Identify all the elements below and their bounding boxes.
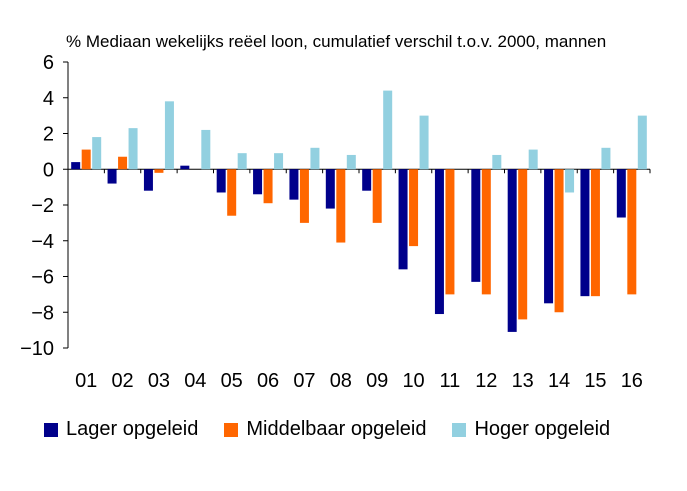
bar-middelbaar-11 [445, 169, 455, 295]
bar-middelbaar-10 [409, 169, 419, 247]
x-tick-label: 13 [512, 370, 534, 392]
y-tick-label: 2 [43, 124, 54, 146]
bar-middelbaar-15 [590, 169, 600, 297]
bar-middelbaar-12 [481, 169, 491, 295]
bar-lager-12 [471, 169, 481, 282]
bar-middelbaar-06 [263, 169, 273, 204]
y-tick-label: −6 [31, 267, 54, 289]
y-tick-label: 6 [43, 52, 54, 74]
legend: Lager opgeleid Middelbaar opgeleid Hoger… [44, 418, 636, 441]
bar-hoger-04 [201, 129, 211, 170]
bar-lager-15 [580, 169, 590, 297]
bar-lager-06 [253, 169, 263, 195]
y-tick-label: −2 [31, 195, 54, 217]
x-tick-label: 14 [548, 370, 570, 392]
y-tick-label: −4 [31, 231, 54, 253]
bar-lager-13 [507, 169, 517, 332]
legend-item-middelbaar: Middelbaar opgeleid [224, 418, 426, 441]
bar-lager-05 [216, 169, 226, 193]
bar-lager-10 [398, 169, 408, 270]
bar-middelbaar-05 [227, 169, 237, 216]
bar-hoger-12 [492, 154, 502, 170]
legend-label-middelbaar: Middelbaar opgeleid [246, 418, 427, 440]
bar-hoger-06 [274, 153, 284, 170]
x-tick-label: 04 [184, 370, 206, 392]
x-tick-label: 15 [584, 370, 606, 392]
bar-hoger-15 [601, 147, 611, 170]
bar-hoger-10 [419, 115, 429, 170]
bar-hoger-01 [92, 137, 102, 170]
bar-lager-03 [143, 169, 153, 191]
bar-hoger-08 [346, 154, 356, 170]
bar-middelbaar-16 [627, 169, 637, 295]
bar-middelbaar-01 [81, 149, 91, 170]
x-tick-label: 12 [475, 370, 497, 392]
bar-middelbaar-09 [372, 169, 382, 223]
bar-lager-01 [71, 162, 81, 170]
bar-lager-02 [107, 169, 117, 184]
legend-item-hoger: Hoger opgeleid [452, 418, 610, 441]
y-tick-label: 4 [43, 88, 54, 110]
bar-hoger-03 [164, 101, 174, 170]
x-tick-label: 16 [621, 370, 643, 392]
x-tick-label: 01 [75, 370, 97, 392]
chart-title: % Mediaan wekelijks reëel loon, cumulati… [66, 32, 607, 51]
bar-middelbaar-14 [554, 169, 564, 313]
x-tick-label: 05 [221, 370, 243, 392]
x-tick-label: 08 [330, 370, 352, 392]
bar-hoger-07 [310, 147, 320, 170]
bar-lager-07 [289, 169, 299, 200]
bar-lager-04 [180, 165, 190, 170]
y-tick-label: −8 [31, 302, 54, 324]
bar-hoger-14 [565, 169, 575, 193]
bar-lager-14 [544, 169, 554, 304]
x-tick-label: 03 [148, 370, 170, 392]
bar-hoger-09 [383, 90, 393, 170]
bar-hoger-05 [237, 153, 247, 170]
bar-lager-08 [325, 169, 335, 209]
bar-middelbaar-08 [336, 169, 346, 243]
bar-lager-09 [362, 169, 372, 191]
legend-swatch-lager [44, 422, 58, 437]
x-tick-label: 07 [293, 370, 315, 392]
bar-middelbaar-02 [118, 156, 128, 170]
bar-hoger-13 [528, 149, 538, 170]
x-tick-label: 09 [366, 370, 388, 392]
bar-lager-11 [434, 169, 444, 315]
bar-middelbaar-03 [154, 169, 164, 173]
y-tick-label: −10 [20, 338, 54, 360]
legend-label-lager: Lager opgeleid [66, 418, 199, 440]
x-tick-label: 02 [111, 370, 133, 392]
bar-lager-16 [616, 169, 626, 218]
bar-hoger-02 [128, 128, 138, 170]
bar-middelbaar-07 [299, 169, 309, 223]
legend-swatch-hoger [452, 422, 467, 437]
x-tick-label: 06 [257, 370, 279, 392]
x-tick-label: 10 [402, 370, 424, 392]
legend-label-hoger: Hoger opgeleid [474, 418, 611, 440]
x-tick-label: 11 [440, 370, 461, 392]
y-tick-label: 0 [43, 159, 54, 181]
bar-middelbaar-13 [518, 169, 528, 320]
bar-hoger-16 [637, 115, 647, 170]
legend-item-lager: Lager opgeleid [44, 418, 198, 441]
legend-swatch-middelbaar [224, 422, 239, 437]
